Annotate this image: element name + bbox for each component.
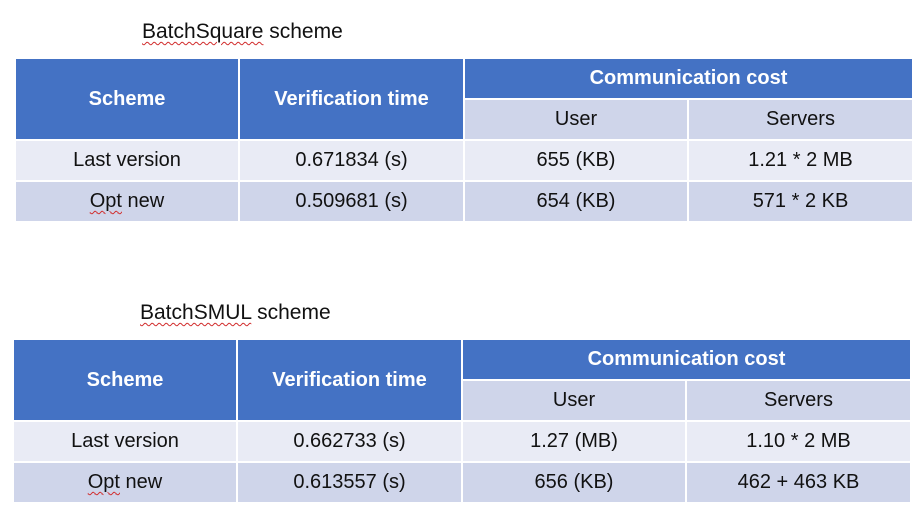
cell-verification-time: 0.613557 (s) xyxy=(236,461,463,504)
cell-scheme: Last version xyxy=(12,420,238,463)
header-servers: Servers xyxy=(686,98,915,141)
cell-user: 655 (KB) xyxy=(463,139,689,182)
cell-scheme-main: Opt xyxy=(89,190,122,212)
caption-suffix: scheme xyxy=(251,301,331,324)
batchsmul-table: Scheme Verification time Communication c… xyxy=(12,338,913,504)
cell-verification-time: 0.662733 (s) xyxy=(236,420,463,463)
header-communication-cost: Communication cost xyxy=(460,338,913,381)
cell-scheme-rest: new xyxy=(120,471,163,493)
header-servers: Servers xyxy=(684,379,913,422)
cell-user: 656 (KB) xyxy=(461,461,687,504)
header-verification-time: Verification time xyxy=(238,57,465,141)
caption-name: BatchSquare xyxy=(142,20,264,43)
header-verification-time: Verification time xyxy=(236,338,463,422)
cell-servers: 1.21 * 2 MB xyxy=(686,139,915,182)
caption-suffix: scheme xyxy=(263,20,343,43)
cell-user: 1.27 (MB) xyxy=(461,420,687,463)
cell-user: 654 (KB) xyxy=(463,180,689,223)
caption-name: BatchSMUL xyxy=(140,301,252,324)
cell-scheme: Opt new xyxy=(12,461,238,504)
table-caption-batchsmul: BatchSMUL scheme xyxy=(140,300,331,326)
cell-scheme: Opt new xyxy=(14,180,240,223)
cell-scheme-rest: new xyxy=(122,190,165,212)
table-row: Last version 0.671834 (s) 655 (KB) 1.21 … xyxy=(14,139,915,182)
table-row: Opt new 0.509681 (s) 654 (KB) 571 * 2 KB xyxy=(14,180,915,223)
cell-verification-time: 0.671834 (s) xyxy=(238,139,465,182)
batchsquare-table: Scheme Verification time Communication c… xyxy=(14,57,915,223)
table-row: Opt new 0.613557 (s) 656 (KB) 462 + 463 … xyxy=(12,461,913,504)
cell-verification-time: 0.509681 (s) xyxy=(238,180,465,223)
header-communication-cost: Communication cost xyxy=(462,57,915,100)
table-row: Last version 0.662733 (s) 1.27 (MB) 1.10… xyxy=(12,420,913,463)
cell-servers: 1.10 * 2 MB xyxy=(684,420,913,463)
table-caption-batchsquare: BatchSquare scheme xyxy=(142,19,343,45)
cell-servers: 462 + 463 KB xyxy=(684,461,913,504)
cell-servers: 571 * 2 KB xyxy=(686,180,915,223)
cell-scheme-main: Opt xyxy=(87,471,120,493)
header-user: User xyxy=(461,379,687,422)
header-user: User xyxy=(463,98,689,141)
header-scheme: Scheme xyxy=(14,57,240,141)
header-scheme: Scheme xyxy=(12,338,238,422)
cell-scheme: Last version xyxy=(14,139,240,182)
